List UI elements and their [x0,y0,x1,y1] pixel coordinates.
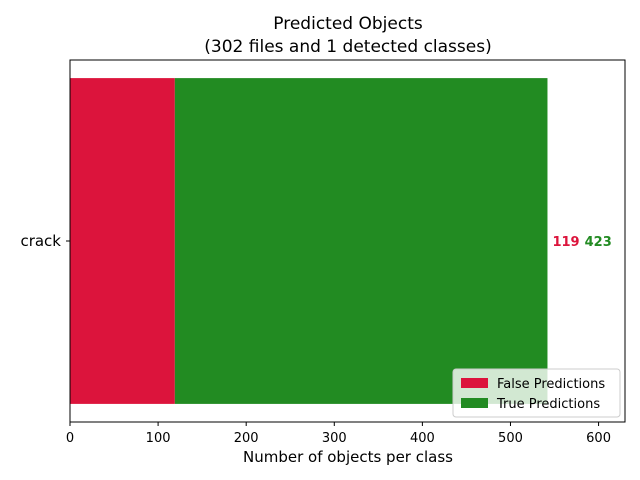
bar-crack-true [174,78,548,404]
data-labels: 119 423 [552,235,611,250]
y-tick-label-crack: crack [20,232,61,250]
x-axis-label: Number of objects per class [243,448,453,466]
legend-box [452,368,621,418]
chart-subtitle: (302 files and 1 detected classes) [204,37,491,57]
plot-area: 119 423 0 100 200 300 400 500 600 crack [20,59,626,446]
bars [70,78,548,404]
x-tick-label: 600 [586,431,611,446]
x-tick-label: 100 [146,431,171,446]
legend: False Predictions True Predictions [452,368,621,418]
data-label-crack-true: 423 [585,235,612,250]
x-axis: 0 100 200 300 400 500 600 [66,422,611,446]
chart-title: Predicted Objects [273,14,423,34]
bar-crack-false [70,78,175,404]
legend-swatch-true [461,398,488,408]
x-tick-label: 300 [322,431,347,446]
x-tick-label: 500 [498,431,523,446]
legend-label-false: False Predictions [497,377,605,392]
legend-swatch-false [461,378,488,388]
x-tick-label: 0 [66,431,74,446]
y-axis: crack [20,232,70,250]
data-label-crack-false: 119 [552,235,579,250]
x-tick-label: 200 [234,431,259,446]
x-tick-label: 400 [410,431,435,446]
legend-label-true: True Predictions [496,397,600,412]
